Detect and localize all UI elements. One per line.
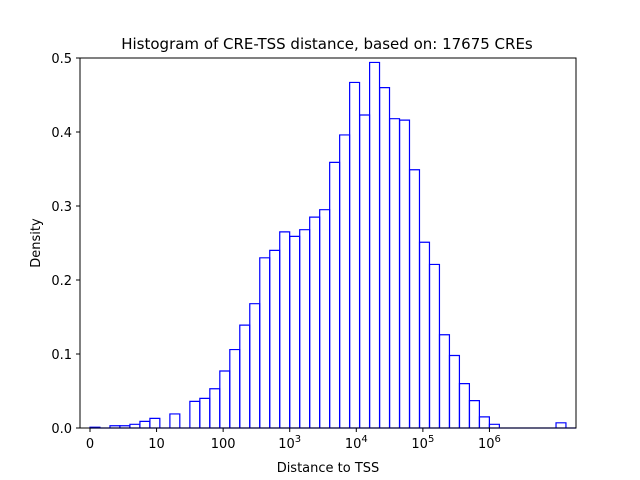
y-tick-label: 0.4 xyxy=(51,126,72,141)
chart-title: Histogram of CRE-TSS distance, based on:… xyxy=(121,35,533,53)
y-tick-label: 0.2 xyxy=(51,274,72,289)
histogram-bar xyxy=(555,422,567,428)
y-tick-label: 0.1 xyxy=(51,348,72,363)
histogram-bar xyxy=(488,423,500,428)
plot-area xyxy=(80,58,576,428)
x-axis: 0 10 100 103 104 105 106 xyxy=(86,428,501,452)
y-axis: 0.0 0.1 0.2 0.3 0.4 0.5 xyxy=(51,52,80,437)
x-tick-label: 10 xyxy=(148,437,165,452)
x-tick-label: 100 xyxy=(211,437,236,452)
x-tick-label: 103 xyxy=(278,434,301,452)
y-tick-label: 0.5 xyxy=(51,52,72,67)
histogram-step-layer xyxy=(89,61,576,429)
x-axis-label: Distance to TSS xyxy=(277,461,380,476)
x-tick-label: 104 xyxy=(345,434,368,452)
histogram-bar xyxy=(478,416,490,428)
y-axis-label: Density xyxy=(29,218,44,268)
axes-frame xyxy=(79,57,577,429)
y-tick-label: 0.0 xyxy=(51,422,72,437)
histogram-bar xyxy=(149,417,161,428)
x-tick-label: 105 xyxy=(411,434,434,452)
x-tick-label: 106 xyxy=(478,434,501,452)
y-tick-label: 0.3 xyxy=(51,200,72,215)
histogram-bar xyxy=(468,400,480,428)
x-tick-label: 0 xyxy=(86,437,94,452)
histogram-bar xyxy=(169,413,181,428)
